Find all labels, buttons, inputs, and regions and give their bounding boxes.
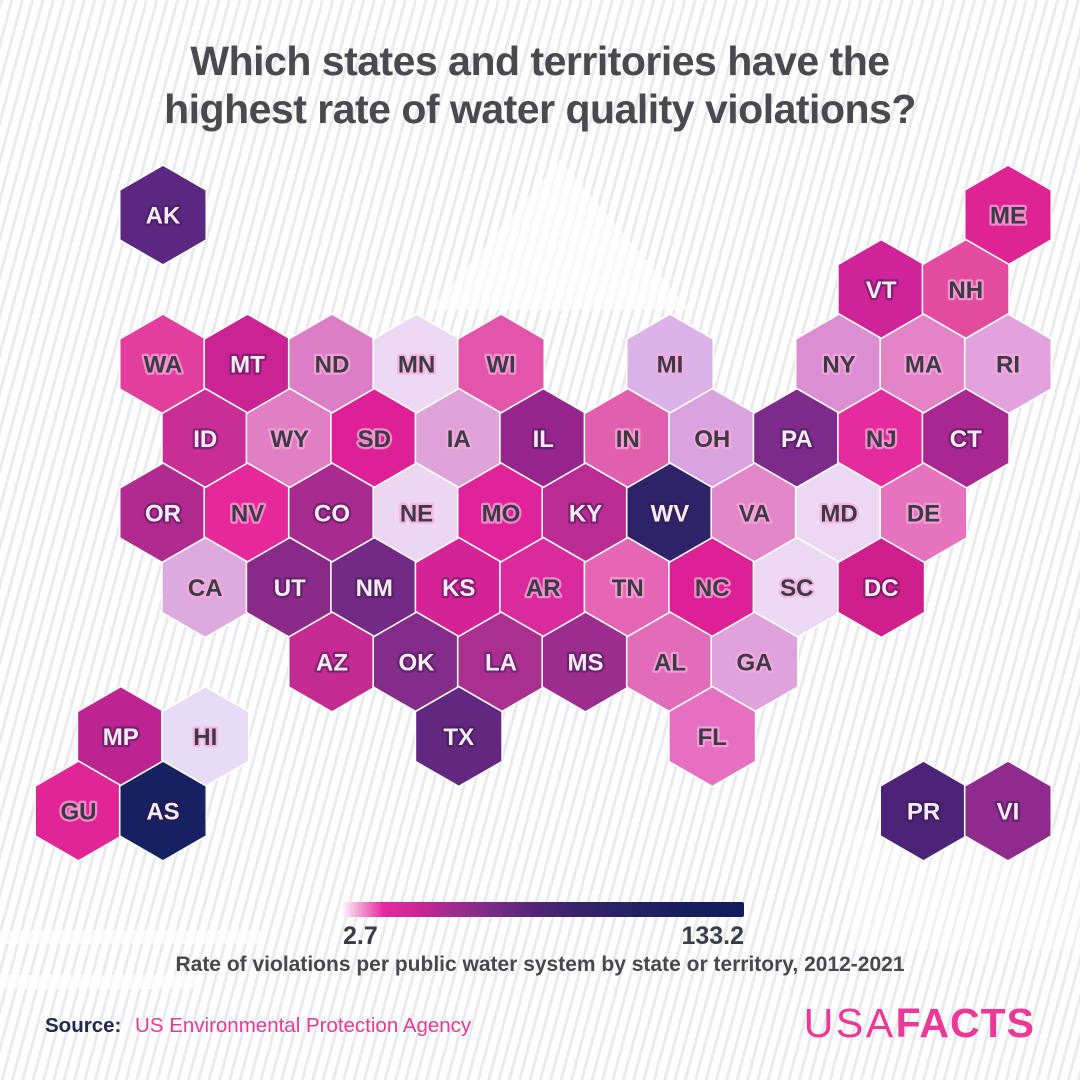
- hex-label-VT: VT: [866, 277, 897, 304]
- hex-label-KY: KY: [569, 501, 602, 528]
- hex-AK: [118, 164, 208, 266]
- chart-caption: Rate of violations per public water syst…: [175, 953, 905, 976]
- hex-label-NY: NY: [822, 352, 855, 379]
- hex-label-AS: AS: [146, 799, 179, 826]
- hex-label-NE: NE: [400, 501, 433, 528]
- hex-label-MI: MI: [657, 352, 684, 379]
- usafacts-logo-usa: USA: [803, 1000, 896, 1046]
- hex-label-AZ: AZ: [316, 650, 348, 677]
- hex-label-AK: AK: [146, 203, 181, 230]
- hex-AS: [118, 760, 208, 862]
- hex-label-MD: MD: [820, 501, 857, 528]
- hex-label-OH: OH: [694, 426, 730, 453]
- hex-label-PA: PA: [781, 426, 813, 453]
- hex-label-MO: MO: [482, 501, 521, 528]
- legend-min-label: 2.7: [343, 922, 378, 950]
- hex-label-MT: MT: [230, 352, 265, 379]
- background-ledge-shape: [0, 975, 200, 989]
- legend-gradient-bar: [343, 902, 744, 917]
- hex-label-DE: DE: [907, 501, 940, 528]
- hex-label-WA: WA: [144, 352, 183, 379]
- chart-title: Which states and territories have the hi…: [0, 38, 1080, 134]
- hex-label-NJ: NJ: [866, 426, 897, 453]
- hex-label-HI: HI: [193, 724, 217, 751]
- hex-label-SC: SC: [780, 575, 813, 602]
- hex-label-IN: IN: [616, 426, 640, 453]
- source-label: Source:: [45, 1014, 122, 1037]
- hex-label-NV: NV: [231, 501, 264, 528]
- hex-label-OR: OR: [145, 501, 181, 528]
- legend-labels: 2.7 133.2: [343, 922, 744, 951]
- hex-label-LA: LA: [485, 650, 517, 677]
- hex-label-WV: WV: [651, 501, 690, 528]
- hex-label-KS: KS: [442, 575, 475, 602]
- hex-label-TN: TN: [612, 575, 644, 602]
- hex-label-AL: AL: [654, 650, 686, 677]
- source-line: Source: US Environmental Protection Agen…: [45, 1014, 471, 1038]
- hex-label-SD: SD: [358, 426, 391, 453]
- hex-FL: [668, 685, 757, 788]
- hex-label-VI: VI: [997, 799, 1020, 826]
- hex-label-WI: WI: [486, 352, 515, 379]
- hex-label-WY: WY: [270, 426, 309, 453]
- hex-label-CO: CO: [314, 501, 350, 528]
- hex-label-MN: MN: [398, 352, 435, 379]
- hex-label-IL: IL: [533, 426, 554, 453]
- background-ledge-shape: [0, 930, 260, 944]
- usafacts-logo: USAFACTS: [804, 1000, 1035, 1047]
- hex-label-NM: NM: [356, 575, 393, 602]
- hex-label-GU: GU: [61, 799, 97, 826]
- hex-label-CT: CT: [950, 426, 982, 453]
- hex-label-PR: PR: [907, 799, 940, 826]
- hex-label-ME: ME: [990, 203, 1026, 230]
- legend: 2.7 133.2: [343, 902, 744, 951]
- source-text: US Environmental Protection Agency: [135, 1014, 472, 1037]
- hex-label-MP: MP: [103, 724, 139, 751]
- hex-label-GA: GA: [737, 650, 773, 677]
- hex-label-MA: MA: [905, 352, 942, 379]
- hex-label-OK: OK: [399, 650, 436, 677]
- hex-label-DC: DC: [864, 575, 899, 602]
- hex-DC: [837, 536, 926, 639]
- hex-label-ID: ID: [193, 426, 217, 453]
- hex-label-RI: RI: [996, 352, 1020, 379]
- hex-label-VA: VA: [739, 501, 771, 528]
- hex-map: AK ME VT NH WA MT ND MN WI MI NY MA RI ID WY SD IA IL IN OH…: [34, 164, 1053, 862]
- usafacts-logo-facts: FACTS: [895, 1000, 1035, 1046]
- hex-label-AR: AR: [526, 575, 561, 602]
- hex-label-MS: MS: [568, 650, 604, 677]
- hex-TX: [414, 685, 503, 788]
- hex-label-TX: TX: [443, 724, 474, 751]
- chart-title-line2: highest rate of water quality violations…: [164, 85, 916, 132]
- hex-VI: [963, 760, 1053, 862]
- hex-label-FL: FL: [698, 724, 727, 751]
- hex-label-UT: UT: [274, 575, 306, 602]
- hex-label-ND: ND: [315, 352, 350, 379]
- chart-title-line1: Which states and territories have the: [190, 38, 890, 84]
- hex-label-NH: NH: [948, 277, 983, 304]
- hex-label-IA: IA: [447, 426, 471, 453]
- legend-max-label: 133.2: [681, 922, 744, 950]
- hex-label-NC: NC: [695, 575, 730, 602]
- hex-label-CA: CA: [188, 575, 223, 602]
